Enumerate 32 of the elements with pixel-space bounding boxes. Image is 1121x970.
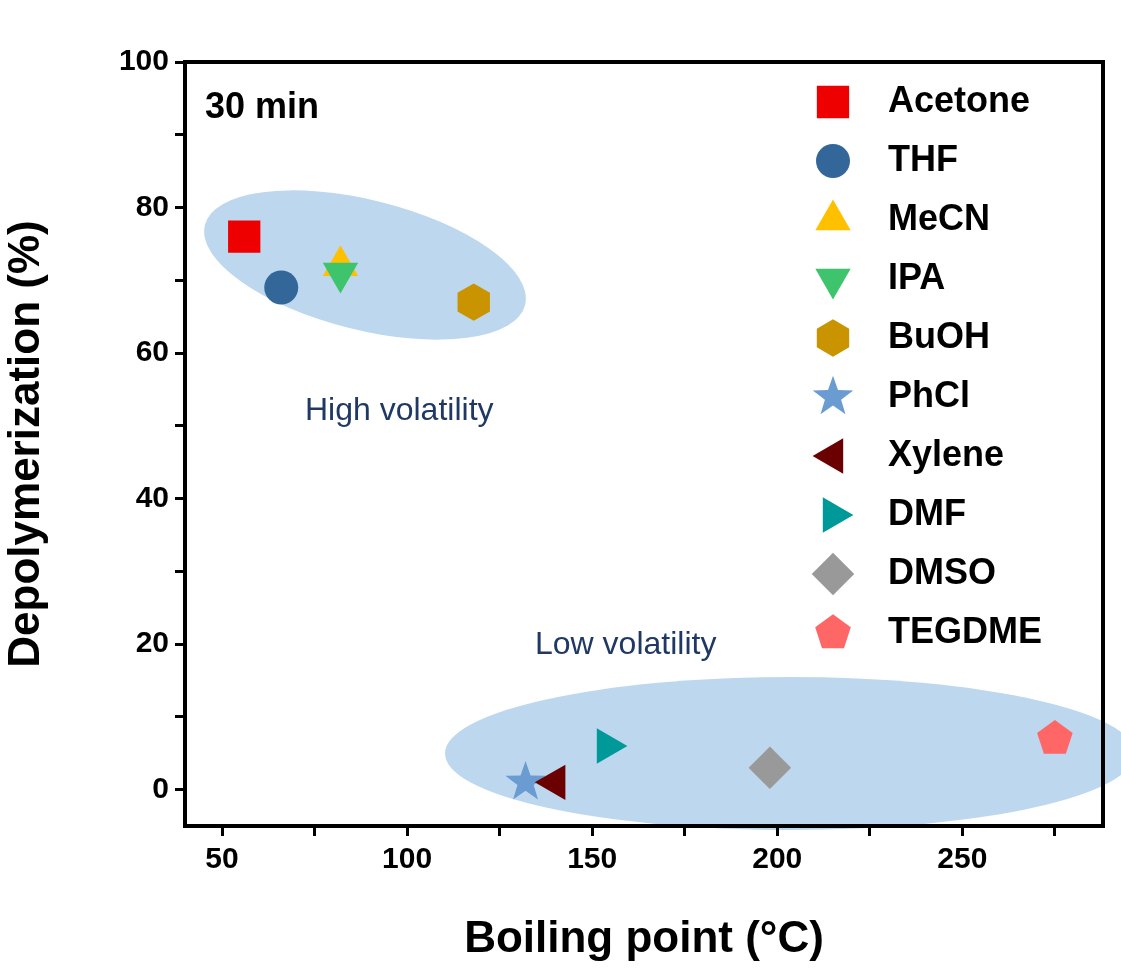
annotation: Low volatility <box>535 625 717 661</box>
point <box>1037 719 1073 754</box>
x-axis-title: Boiling point (°C) <box>464 911 824 961</box>
y-tick-label: 80 <box>135 188 169 222</box>
point <box>505 761 546 800</box>
legend-label: DMF <box>888 491 966 533</box>
point <box>264 270 299 305</box>
annotation: 30 min <box>205 85 320 126</box>
legend-label: IPA <box>888 255 946 297</box>
point <box>228 220 261 253</box>
x-tick-label: 50 <box>205 841 239 875</box>
legend-label: THF <box>888 137 958 179</box>
x-tick-label: 200 <box>752 841 803 875</box>
y-axis-title: Depolymerization (%) <box>0 220 48 668</box>
legend-label: TEGDME <box>888 609 1043 651</box>
x-tick-label: 250 <box>937 841 988 875</box>
y-tick-label: 100 <box>118 43 169 77</box>
point <box>457 283 490 321</box>
legend-label: MeCN <box>888 196 991 238</box>
y-tick-label: 60 <box>135 334 169 368</box>
legend-label: PhCl <box>888 373 971 415</box>
x-tick-label: 100 <box>382 841 433 875</box>
y-tick-label: 40 <box>135 479 169 513</box>
y-tick-label: 0 <box>152 770 169 804</box>
legend-label: BuOH <box>888 314 990 356</box>
y-tick-label: 20 <box>135 625 169 659</box>
annotation: High volatility <box>305 391 494 427</box>
legend-label: DMSO <box>888 550 996 592</box>
point <box>748 746 792 790</box>
legend-label: Xylene <box>888 432 1005 474</box>
x-tick-label: 150 <box>567 841 618 875</box>
legend-label: Acetone <box>888 78 1031 120</box>
